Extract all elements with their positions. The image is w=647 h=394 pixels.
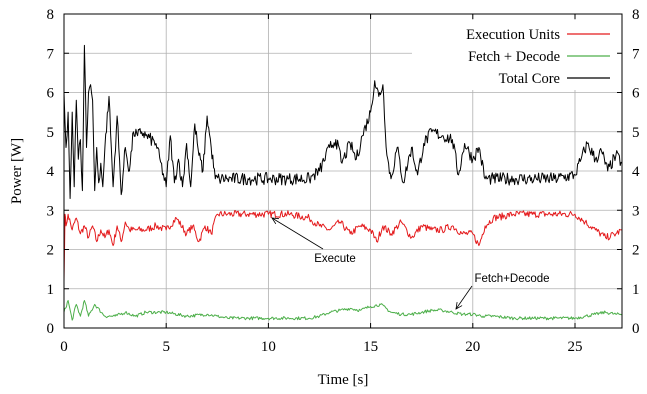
y-tick-label-right: 1	[632, 282, 640, 298]
x-tick-label: 5	[162, 339, 170, 355]
y-tick-label-right: 3	[632, 203, 640, 219]
y-tick-label-left: 1	[47, 282, 55, 298]
y-tick-label-right: 4	[632, 164, 640, 180]
series-line-execution-units	[63, 210, 622, 281]
series-lines	[63, 44, 623, 321]
y-tick-label-right: 6	[632, 86, 640, 102]
arrowhead	[271, 217, 280, 225]
y-axis-title: Power [W]	[9, 138, 25, 204]
series-line-fetch-decode	[63, 300, 623, 321]
y-tick-label-right: 2	[632, 243, 640, 259]
y-tick-label-left: 8	[47, 7, 55, 23]
annotation-arrow	[271, 217, 324, 250]
arrowhead	[455, 302, 463, 310]
y-tick-label-right: 5	[632, 125, 640, 141]
y-tick-label-left: 6	[47, 86, 55, 102]
legend: Execution Units Fetch + Decode Total Core	[412, 20, 618, 90]
series-line-total-core	[63, 44, 623, 199]
x-axis-title: Time [s]	[318, 372, 369, 388]
y-tick-label-left: 5	[47, 125, 55, 141]
y-tick-label-left: 7	[47, 46, 55, 62]
x-tick-label: 25	[567, 339, 582, 355]
annotation-arrow	[455, 285, 473, 310]
y-tick-label-left: 4	[47, 164, 55, 180]
y-tick-label-right: 7	[632, 46, 640, 62]
y-tick-label-left: 2	[47, 243, 55, 259]
x-tick-label: 20	[465, 339, 480, 355]
annotation-label: Fetch+Decode	[474, 273, 549, 285]
annotation-label: Execute	[314, 253, 356, 265]
y-tick-label-right: 8	[632, 7, 640, 23]
annotations: Execute Fetch+Decode	[271, 217, 550, 310]
legend-label: Execution Units	[466, 27, 560, 43]
legend-label: Fetch + Decode	[468, 49, 560, 65]
y-tick-label-right: 0	[632, 321, 640, 337]
x-tick-label: 10	[261, 339, 276, 355]
y-tick-label-left: 0	[47, 321, 55, 337]
axis-ticks: 0 01 12 23 34 45 56 67 78 80 5 10 15 20 25	[47, 7, 641, 355]
x-tick-label: 0	[60, 339, 68, 355]
x-tick-label: 15	[363, 339, 378, 355]
y-tick-label-left: 3	[47, 203, 55, 219]
legend-label: Total Core	[499, 71, 560, 87]
